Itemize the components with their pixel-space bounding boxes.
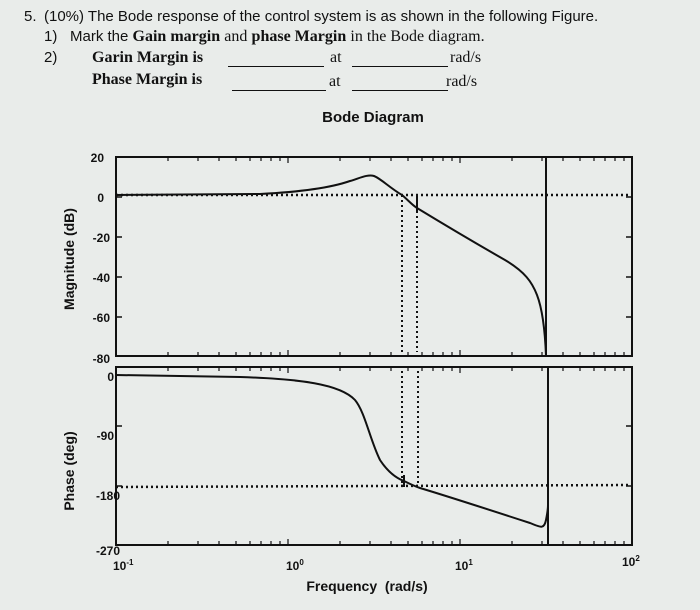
phase-margin-term: phase Margin [251, 28, 347, 45]
gain-margin-term: Gain margin [132, 28, 221, 45]
gain-margin-at: at [330, 49, 342, 66]
item1-pre: Mark the [70, 28, 129, 45]
mag-tick-neg40: -40 [93, 271, 111, 285]
mag-tick-neg20: -20 [93, 231, 111, 245]
mag-tick-neg60: -60 [93, 311, 111, 325]
item1-post: in the Bode diagram. [350, 28, 485, 45]
phase-margin-freq-blank[interactable] [352, 76, 448, 91]
phase-margin-unit: rad/s [446, 73, 478, 90]
phase-tick-neg270: -270 [96, 544, 120, 558]
phase-margin-value-blank[interactable] [232, 76, 326, 91]
magnitude-plot: 20 0 -20 -40 -60 -80 Magnitude (dB) [61, 151, 633, 366]
phase-tick-0: 0 [107, 370, 114, 384]
x-tick-0.1: 10-1 [113, 558, 134, 573]
phase-axis-label: Phase (deg) [61, 431, 77, 510]
item1-mid: and [224, 28, 248, 45]
magnitude-axis-label: Magnitude (dB) [61, 208, 77, 310]
mag-tick-0: 0 [97, 191, 104, 205]
question-intro: (10%) The Bode response of the control s… [44, 8, 599, 25]
x-tick-1: 100 [286, 558, 304, 573]
phase-margin-label: Phase Margin is [92, 71, 203, 88]
item2-number: 2) [44, 49, 58, 66]
phase-curve [115, 374, 549, 528]
x-tick-10: 101 [455, 558, 473, 573]
neg180-line [115, 483, 633, 489]
phase-tick-neg90: -90 [97, 429, 115, 443]
item1-text: Mark the Gain margin and phase Margin in… [70, 27, 485, 47]
mag-tick-20: 20 [91, 151, 105, 165]
mag-tick-neg80: -80 [93, 352, 111, 366]
x-axis-label: Frequency (rad/s) [306, 578, 427, 594]
gain-margin-freq-blank[interactable] [352, 52, 448, 67]
gain-margin-unit: rad/s [450, 49, 482, 66]
gain-margin-label: Garin Margin is [92, 49, 204, 66]
x-tick-100: 102 [622, 554, 640, 569]
item1-number: 1) [44, 28, 58, 45]
magnitude-curve [115, 174, 547, 357]
phase-margin-at: at [329, 73, 341, 90]
gain-margin-value-blank[interactable] [228, 52, 324, 67]
phase-plot: 0 -90 -180 -270 Phase (deg) [61, 366, 633, 558]
question-number: 5. [24, 8, 37, 25]
phase-tick-neg180: -180 [96, 489, 120, 503]
chart-title: Bode Diagram [322, 109, 424, 126]
